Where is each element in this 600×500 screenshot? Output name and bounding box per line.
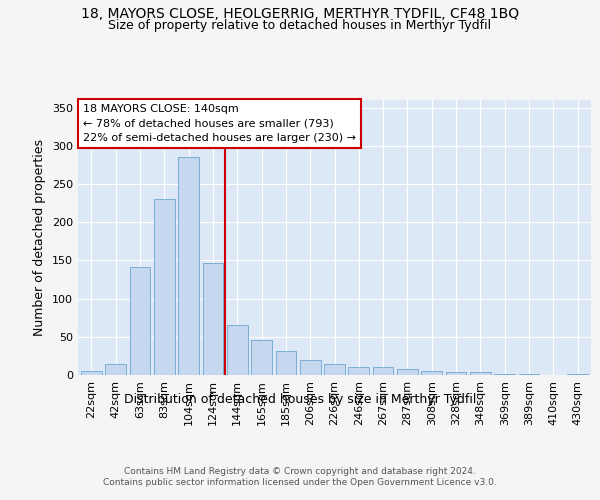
Bar — [106, 364, 126, 375]
Bar — [203, 264, 223, 375]
Bar — [251, 340, 272, 375]
Text: Contains HM Land Registry data © Crown copyright and database right 2024.
Contai: Contains HM Land Registry data © Crown c… — [103, 468, 497, 487]
Text: 18, MAYORS CLOSE, HEOLGERRIG, MERTHYR TYDFIL, CF48 1BQ: 18, MAYORS CLOSE, HEOLGERRIG, MERTHYR TY… — [81, 8, 519, 22]
Bar — [397, 369, 418, 375]
Bar — [275, 352, 296, 375]
Text: Size of property relative to detached houses in Merthyr Tydfil: Size of property relative to detached ho… — [109, 19, 491, 32]
Y-axis label: Number of detached properties: Number of detached properties — [34, 139, 46, 336]
Bar — [154, 200, 175, 375]
Bar — [300, 360, 320, 375]
Bar — [470, 372, 491, 375]
Bar — [518, 374, 539, 375]
Text: 18 MAYORS CLOSE: 140sqm
← 78% of detached houses are smaller (793)
22% of semi-d: 18 MAYORS CLOSE: 140sqm ← 78% of detache… — [83, 104, 356, 143]
Bar — [349, 366, 369, 375]
Bar — [446, 372, 466, 375]
Text: Distribution of detached houses by size in Merthyr Tydfil: Distribution of detached houses by size … — [124, 392, 476, 406]
Bar — [324, 364, 345, 375]
Bar — [373, 366, 394, 375]
Bar — [227, 326, 248, 375]
Bar — [81, 371, 102, 375]
Bar — [494, 374, 515, 375]
Bar — [567, 374, 588, 375]
Bar — [421, 371, 442, 375]
Bar — [178, 158, 199, 375]
Bar — [130, 268, 151, 375]
